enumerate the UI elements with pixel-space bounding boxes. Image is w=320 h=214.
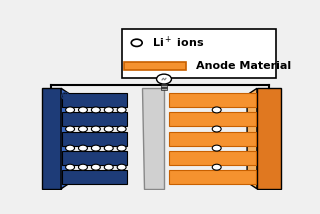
- Circle shape: [92, 126, 100, 132]
- FancyBboxPatch shape: [62, 151, 127, 165]
- Circle shape: [66, 126, 75, 132]
- FancyBboxPatch shape: [169, 151, 256, 165]
- FancyBboxPatch shape: [161, 87, 167, 88]
- Circle shape: [117, 164, 126, 170]
- Circle shape: [92, 145, 100, 151]
- FancyBboxPatch shape: [169, 113, 256, 126]
- FancyBboxPatch shape: [124, 62, 186, 70]
- Text: ⊕: ⊕: [60, 90, 70, 103]
- Circle shape: [156, 74, 172, 84]
- Circle shape: [104, 126, 113, 132]
- FancyBboxPatch shape: [169, 93, 256, 107]
- FancyBboxPatch shape: [257, 88, 281, 189]
- FancyBboxPatch shape: [62, 170, 127, 184]
- Circle shape: [78, 107, 87, 113]
- Text: Anode Material: Anode Material: [196, 61, 292, 71]
- Circle shape: [104, 164, 113, 170]
- Circle shape: [66, 145, 75, 151]
- Circle shape: [212, 145, 221, 151]
- Circle shape: [92, 164, 100, 170]
- Circle shape: [117, 126, 126, 132]
- FancyBboxPatch shape: [161, 88, 167, 90]
- Circle shape: [117, 145, 126, 151]
- Polygon shape: [142, 88, 164, 189]
- Circle shape: [92, 107, 100, 113]
- Text: Li$^+$ ions: Li$^+$ ions: [152, 35, 204, 51]
- FancyBboxPatch shape: [161, 85, 167, 87]
- Circle shape: [66, 107, 75, 113]
- Polygon shape: [61, 88, 71, 189]
- Circle shape: [212, 164, 221, 170]
- Circle shape: [78, 145, 87, 151]
- FancyBboxPatch shape: [122, 29, 276, 78]
- FancyBboxPatch shape: [62, 93, 127, 107]
- Circle shape: [66, 164, 75, 170]
- Circle shape: [131, 39, 142, 46]
- Circle shape: [212, 126, 221, 132]
- Circle shape: [212, 107, 221, 113]
- Circle shape: [78, 126, 87, 132]
- Circle shape: [104, 145, 113, 151]
- Circle shape: [78, 164, 87, 170]
- FancyBboxPatch shape: [169, 132, 256, 146]
- FancyBboxPatch shape: [169, 170, 256, 184]
- Polygon shape: [247, 88, 257, 189]
- Circle shape: [104, 107, 113, 113]
- FancyBboxPatch shape: [62, 132, 127, 146]
- Circle shape: [117, 107, 126, 113]
- FancyBboxPatch shape: [43, 88, 61, 189]
- FancyBboxPatch shape: [161, 84, 167, 85]
- FancyBboxPatch shape: [62, 113, 127, 126]
